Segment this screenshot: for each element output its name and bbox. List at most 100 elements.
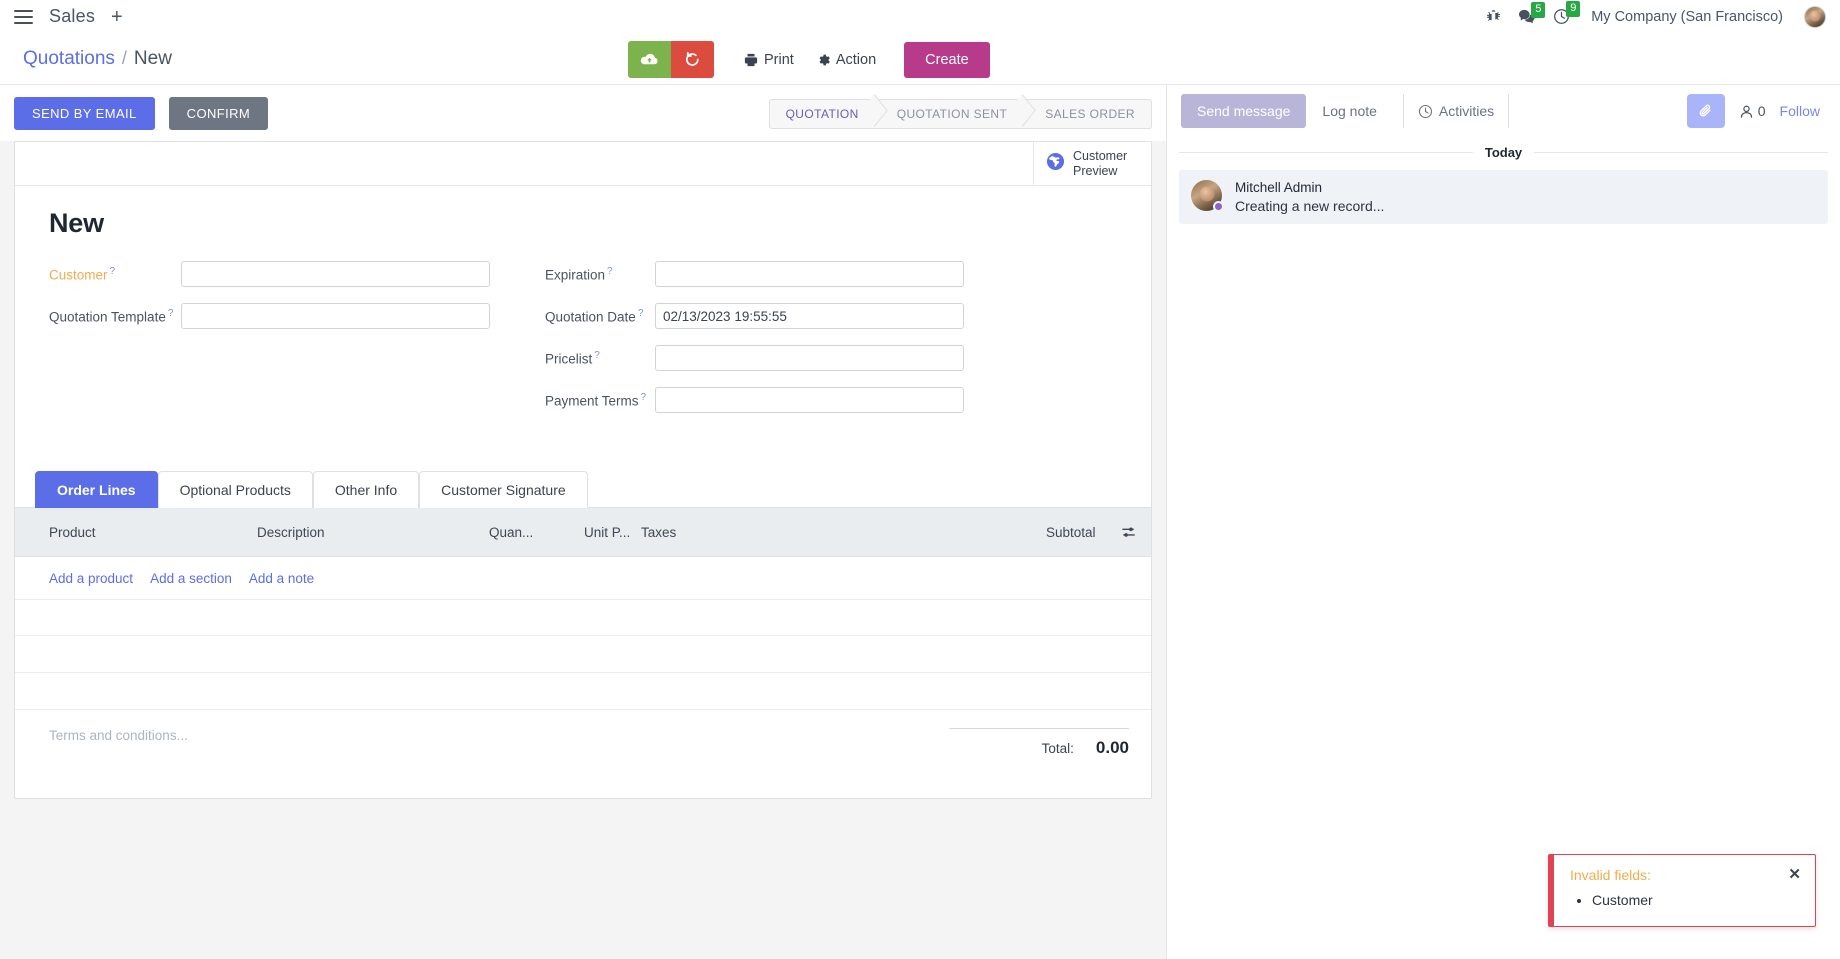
schedule-activity-button[interactable]: Activities — [1414, 103, 1498, 119]
expiration-input[interactable] — [655, 261, 964, 287]
page-title: New — [49, 208, 104, 238]
chatter-toolbar-right: 0 Follow — [1686, 94, 1828, 128]
field-expiration: Expiration? — [545, 261, 1015, 287]
tooltip-icon[interactable]: ? — [640, 391, 647, 403]
discard-button[interactable] — [671, 41, 714, 78]
totals-column: Total: 0.00 — [949, 728, 1129, 758]
avatar[interactable] — [1191, 180, 1224, 212]
pricelist-input[interactable] — [655, 345, 964, 371]
message-body: Creating a new record... — [1235, 198, 1385, 214]
form-group-left: Customer? Quotation Template? — [49, 261, 519, 429]
breadcrumb-current: New — [133, 48, 172, 69]
tab-optional-products[interactable]: Optional Products — [157, 471, 313, 508]
error-notification: Invalid fields: ✕ Customer — [1548, 854, 1816, 927]
action-label: Action — [835, 51, 877, 68]
field-pricelist-label-text: Pricelist — [545, 351, 593, 367]
print-label: Print — [764, 51, 794, 68]
breadcrumb: Quotations / New — [10, 48, 172, 70]
follow-button[interactable]: Follow — [1779, 103, 1820, 119]
tab-other-info[interactable]: Other Info — [312, 471, 420, 508]
close-icon[interactable]: ✕ — [1788, 866, 1801, 883]
payment-terms-input[interactable] — [655, 387, 964, 413]
navbar-right: 5 9 My Company (San Francisco) — [1486, 1, 1826, 28]
tooltip-icon[interactable]: ? — [607, 265, 613, 277]
sheet-content: New Customer? — [15, 186, 1151, 445]
status-bar: QUOTATION QUOTATION SENT SALES ORDER — [768, 98, 1152, 129]
add-a-section-link[interactable]: Add a section — [150, 571, 232, 586]
total-row: Total: 0.00 — [949, 728, 1129, 758]
message-thread: Today Mitchell Admin Creating a new reco… — [1167, 137, 1840, 224]
order-lines-header: Product Description Quan... Unit P... Ta… — [15, 508, 1151, 557]
invalid-field-item: Customer — [1592, 892, 1801, 908]
invalid-fields-list: Customer — [1592, 892, 1801, 908]
customer-preview-label: Customer Preview — [1073, 149, 1128, 178]
status-step-sales-order[interactable]: SALES ORDER — [1023, 98, 1152, 129]
messages-badge: 5 — [1531, 1, 1546, 18]
avatar[interactable] — [1804, 5, 1826, 28]
company-switcher[interactable]: My Company (San Francisco) — [1591, 8, 1783, 25]
tab-customer-signature[interactable]: Customer Signature — [419, 471, 588, 508]
tooltip-icon[interactable]: ? — [167, 307, 174, 319]
quotation-date-input[interactable] — [655, 303, 964, 329]
status-step-quotation-sent[interactable]: QUOTATION SENT — [874, 98, 1024, 129]
tooltip-icon[interactable]: ? — [594, 349, 600, 361]
column-subtotal: Subtotal — [1046, 524, 1096, 540]
message-author: Mitchell Admin — [1235, 180, 1323, 195]
tab-order-lines[interactable]: Order Lines — [35, 471, 158, 508]
quotation-template-input[interactable] — [181, 303, 490, 329]
toolbar-divider — [1508, 94, 1510, 128]
notification-title: Invalid fields: — [1570, 867, 1651, 883]
paperclip-icon[interactable] — [1686, 94, 1725, 128]
followers-count-value: 0 — [1757, 103, 1766, 119]
send-message-button[interactable]: Send message — [1181, 94, 1307, 128]
form-header: SEND BY EMAIL CONFIRM QUOTATION QUOTATIO… — [0, 85, 1166, 141]
customer-input[interactable] — [181, 261, 490, 287]
tooltip-icon[interactable]: ? — [109, 265, 116, 277]
field-pricelist-label: Pricelist? — [545, 350, 655, 367]
activities-badge: 9 — [1566, 1, 1581, 17]
order-lines-empty-row — [15, 599, 1151, 636]
sliders-icon[interactable] — [1120, 525, 1137, 540]
customer-preview-button[interactable]: Customer Preview — [1033, 142, 1151, 185]
tooltip-icon[interactable]: ? — [637, 307, 644, 319]
app-name[interactable]: Sales — [49, 6, 96, 26]
new-tab-button[interactable]: + — [111, 5, 123, 28]
gear-icon — [819, 54, 830, 65]
print-button[interactable]: Print — [744, 52, 794, 68]
navbar-left: Sales + — [14, 6, 123, 27]
save-button[interactable] — [628, 41, 671, 78]
followers-count[interactable]: 0 — [1739, 103, 1766, 119]
messages-icon[interactable]: 5 — [1518, 1, 1546, 25]
activities-label: Activities — [1438, 103, 1495, 119]
field-customer-label: Customer? — [49, 266, 181, 283]
presence-dot-icon — [1213, 201, 1224, 212]
add-a-note-link[interactable]: Add a note — [248, 571, 315, 586]
breadcrumb-separator: / — [121, 48, 127, 68]
create-button[interactable]: Create — [904, 41, 990, 78]
activities-clock-icon[interactable]: 9 — [1553, 1, 1581, 25]
log-note-button[interactable]: Log note — [1306, 94, 1393, 128]
user-icon — [1740, 105, 1752, 118]
breadcrumb-quotations[interactable]: Quotations — [23, 48, 115, 69]
field-quotation-date: Quotation Date? — [545, 303, 1015, 329]
chatter-panel: Send message Log note Activities 0 — [1166, 85, 1840, 959]
field-quotation-template-label: Quotation Template? — [49, 308, 181, 325]
field-quotation-template-label-text: Quotation Template — [49, 309, 166, 325]
form-group-right: Expiration? Quotation Date? — [545, 261, 1015, 429]
status-step-quotation[interactable]: QUOTATION — [768, 98, 875, 129]
stat-buttons-row: Customer Preview — [15, 142, 1151, 186]
hamburger-icon[interactable] — [14, 9, 33, 24]
send-by-email-button[interactable]: SEND BY EMAIL — [14, 97, 155, 130]
field-expiration-label-text: Expiration — [545, 267, 606, 283]
add-a-product-link[interactable]: Add a product — [49, 571, 134, 586]
terms-and-conditions-input[interactable]: Terms and conditions... — [49, 728, 188, 743]
day-label: Today — [1484, 145, 1523, 160]
form-action-buttons: SEND BY EMAIL CONFIRM — [14, 97, 269, 130]
chatter-toolbar: Send message Log note Activities 0 — [1167, 85, 1840, 137]
bug-icon[interactable] — [1486, 9, 1501, 24]
column-description: Description — [257, 524, 325, 540]
action-button[interactable]: Action — [816, 52, 876, 68]
confirm-button[interactable]: CONFIRM — [168, 97, 269, 130]
field-payment-terms: Payment Terms? — [545, 387, 1015, 413]
